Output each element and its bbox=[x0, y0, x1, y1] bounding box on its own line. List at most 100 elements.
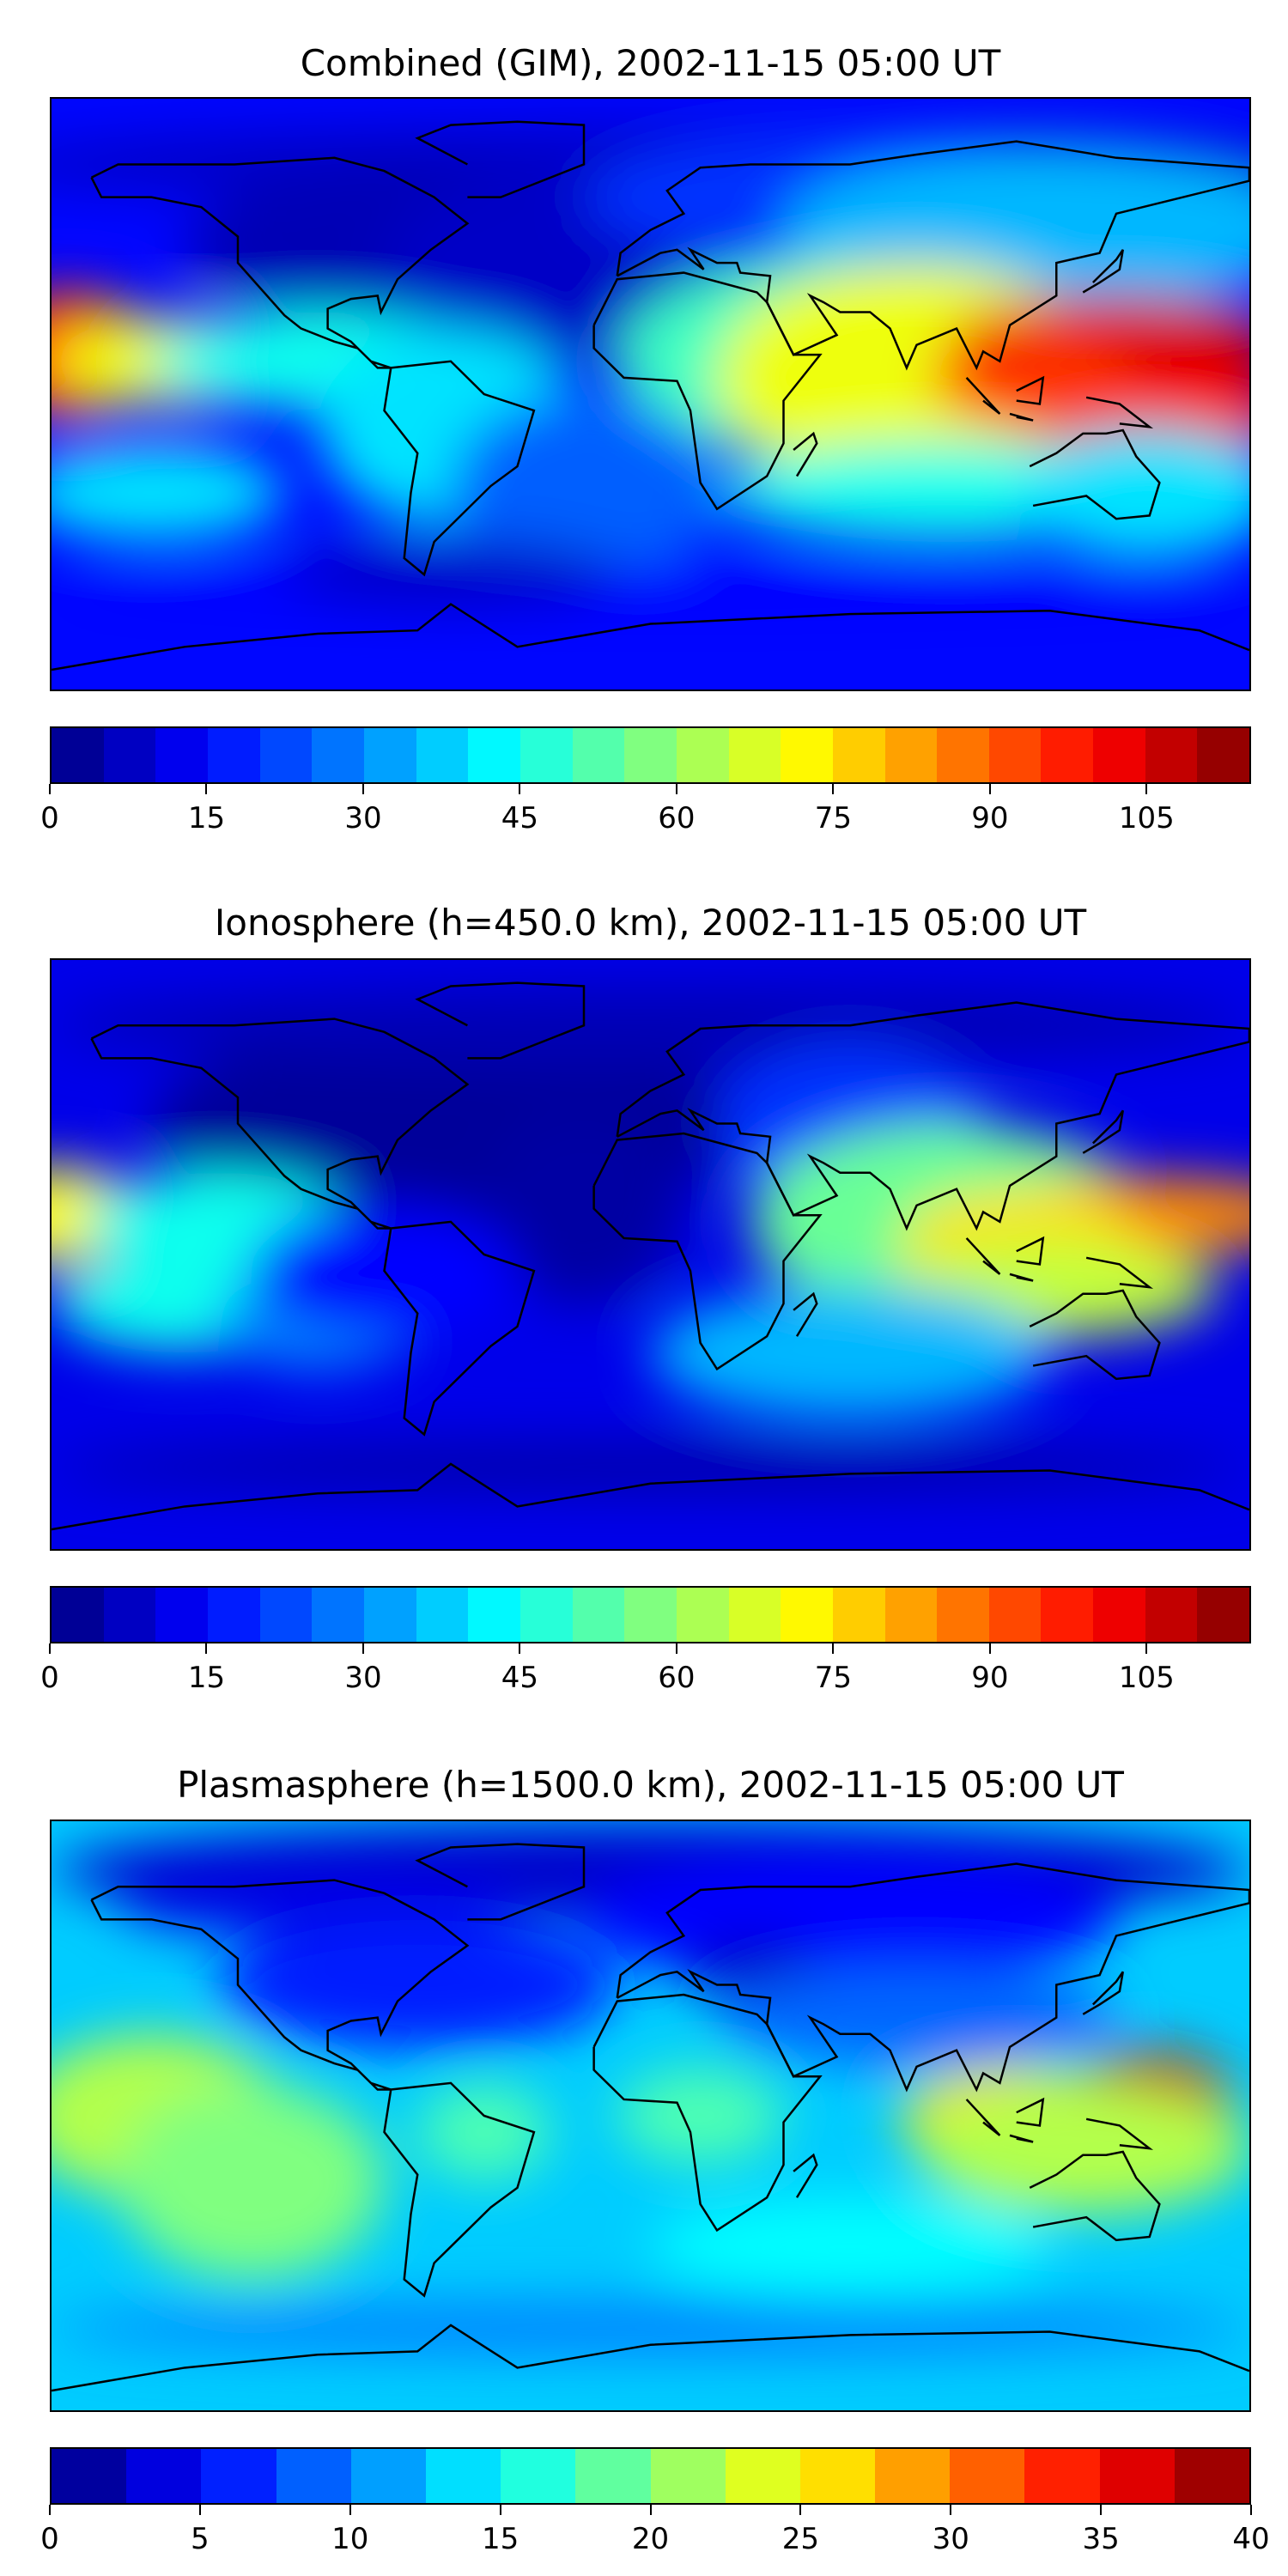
colorbar-segment bbox=[937, 1588, 989, 1642]
colorbar-tick-mark bbox=[205, 784, 208, 794]
coastline bbox=[594, 273, 821, 509]
map-ionosphere bbox=[50, 958, 1251, 1551]
colorbar-segment bbox=[1145, 728, 1198, 782]
coastline bbox=[967, 1238, 1000, 1274]
value-field bbox=[52, 986, 1249, 1494]
coastline bbox=[967, 2099, 1000, 2136]
colorbar-segment bbox=[363, 1588, 416, 1642]
colorbar-tick-mark bbox=[49, 1643, 51, 1654]
coastline bbox=[385, 361, 534, 574]
colorbar-segment bbox=[650, 2449, 726, 2503]
field-contour bbox=[650, 2197, 1050, 2296]
colorbar-tick-mark bbox=[675, 784, 677, 794]
coastline bbox=[417, 122, 584, 197]
field-contour bbox=[52, 443, 285, 542]
field-contour bbox=[52, 1441, 1249, 1494]
colorbar-segment bbox=[425, 2449, 501, 2503]
colorbar-tick-mark bbox=[799, 2505, 802, 2515]
field-contour bbox=[284, 542, 617, 608]
colorbar-tick-mark bbox=[832, 1643, 835, 1654]
coastline bbox=[617, 1003, 1249, 1229]
colorbar-segment bbox=[988, 1588, 1042, 1642]
coastline bbox=[1030, 430, 1159, 519]
colorbar-segment bbox=[781, 1588, 833, 1642]
colorbar-tick-mark bbox=[675, 1643, 677, 1654]
colorbar-tick-label: 30 bbox=[932, 2522, 969, 2556]
colorbar-tick-label: 15 bbox=[481, 2522, 519, 2556]
colorbar-segment bbox=[207, 1588, 260, 1642]
coastline bbox=[1086, 2119, 1150, 2148]
colorbar-tick-label: 105 bbox=[1118, 1661, 1175, 1695]
colorbar-tick-label: 0 bbox=[40, 801, 59, 835]
colorbar-tick-label: 75 bbox=[814, 801, 853, 835]
coastline bbox=[1083, 1110, 1123, 1153]
colorbar-segment bbox=[1024, 2449, 1100, 2503]
coastline bbox=[1010, 414, 1033, 421]
coastline bbox=[1010, 2136, 1033, 2142]
colorbar-tick-label: 30 bbox=[344, 801, 382, 835]
colorbar-segment bbox=[350, 2449, 426, 2503]
coastline bbox=[1083, 250, 1123, 293]
colorbar-segment bbox=[1197, 728, 1250, 782]
colorbar-segment bbox=[832, 728, 885, 782]
colorbar-segment bbox=[155, 1588, 208, 1642]
colorbar-segment bbox=[276, 2449, 351, 2503]
colorbar-segment bbox=[259, 728, 313, 782]
colorbar-segment bbox=[126, 2449, 202, 2503]
colorbar-tick-label: 15 bbox=[187, 801, 226, 835]
colorbar-tick-mark bbox=[49, 784, 51, 794]
colorbar-tick-label: 25 bbox=[781, 2522, 820, 2556]
coastline bbox=[385, 2083, 534, 2296]
colorbar-segment bbox=[875, 2449, 951, 2503]
colorbar-segment bbox=[572, 1588, 625, 1642]
colorbar-tick-label: 105 bbox=[1118, 801, 1175, 835]
colorbar-segment bbox=[1174, 2449, 1249, 2503]
colorbar-tick-mark bbox=[950, 2505, 952, 2515]
colorbar-tick-mark bbox=[519, 1643, 521, 1654]
colorbar-tick-label: 0 bbox=[40, 2522, 59, 2556]
colorbar-segment bbox=[103, 1588, 156, 1642]
field-contour bbox=[650, 1287, 1050, 1419]
coastline bbox=[92, 1880, 468, 2090]
coastline bbox=[1030, 2152, 1159, 2240]
coastline bbox=[793, 1294, 817, 1337]
colorbar-ionosphere bbox=[50, 1586, 1251, 1643]
colorbar-segment bbox=[1093, 728, 1145, 782]
field-contour bbox=[483, 1107, 684, 1304]
colorbar-tick-mark bbox=[519, 784, 521, 794]
colorbar-segment bbox=[1041, 728, 1094, 782]
colorbar-segment bbox=[950, 2449, 1025, 2503]
colorbar-segment bbox=[1093, 1588, 1145, 1642]
colorbar-tick-label: 90 bbox=[971, 801, 1009, 835]
colorbar-segment bbox=[468, 1588, 520, 1642]
colorbar-segment bbox=[519, 1588, 573, 1642]
coastline bbox=[52, 2325, 1249, 2391]
colorbar-segment bbox=[624, 1588, 677, 1642]
map-plasmasphere bbox=[50, 1820, 1251, 2412]
colorbar-tick-label: 15 bbox=[187, 1661, 226, 1695]
colorbar-segment bbox=[937, 728, 989, 782]
colorbar-tick-label: 45 bbox=[501, 1661, 539, 1695]
colorbar-segment bbox=[312, 728, 364, 782]
colorbar-ticks-ionosphere: 0 15 30 45 60 75 90 105 bbox=[40, 1643, 1251, 1704]
field-contour bbox=[916, 2082, 1249, 2215]
colorbar-segment bbox=[312, 1588, 364, 1642]
field-contour bbox=[52, 986, 1249, 1065]
colorbar-tick-label: 5 bbox=[191, 2522, 210, 2556]
colorbar-segment bbox=[52, 728, 104, 782]
field-contour bbox=[1016, 427, 1249, 559]
coastline bbox=[594, 1133, 821, 1369]
colorbar-tick-label: 0 bbox=[40, 1661, 59, 1695]
plot-title-combined: Combined (GIM), 2002-11-15 05:00 UT bbox=[300, 42, 1001, 84]
colorbar-ticks-plasmasphere: 0 5 10 15 20 25 30 35 40 bbox=[40, 2505, 1270, 2565]
colorbar-tick-mark bbox=[198, 2505, 201, 2515]
colorbar-tick-label: 20 bbox=[631, 2522, 670, 2556]
field-contour bbox=[451, 394, 717, 592]
colorbar-segment bbox=[676, 728, 729, 782]
field-contour bbox=[417, 2082, 551, 2182]
colorbar-segment bbox=[416, 728, 469, 782]
colorbar-segment bbox=[1145, 1588, 1198, 1642]
coastline bbox=[1083, 1971, 1123, 2014]
colorbar-segment bbox=[519, 728, 573, 782]
colorbar-tick-label: 75 bbox=[814, 1661, 853, 1695]
